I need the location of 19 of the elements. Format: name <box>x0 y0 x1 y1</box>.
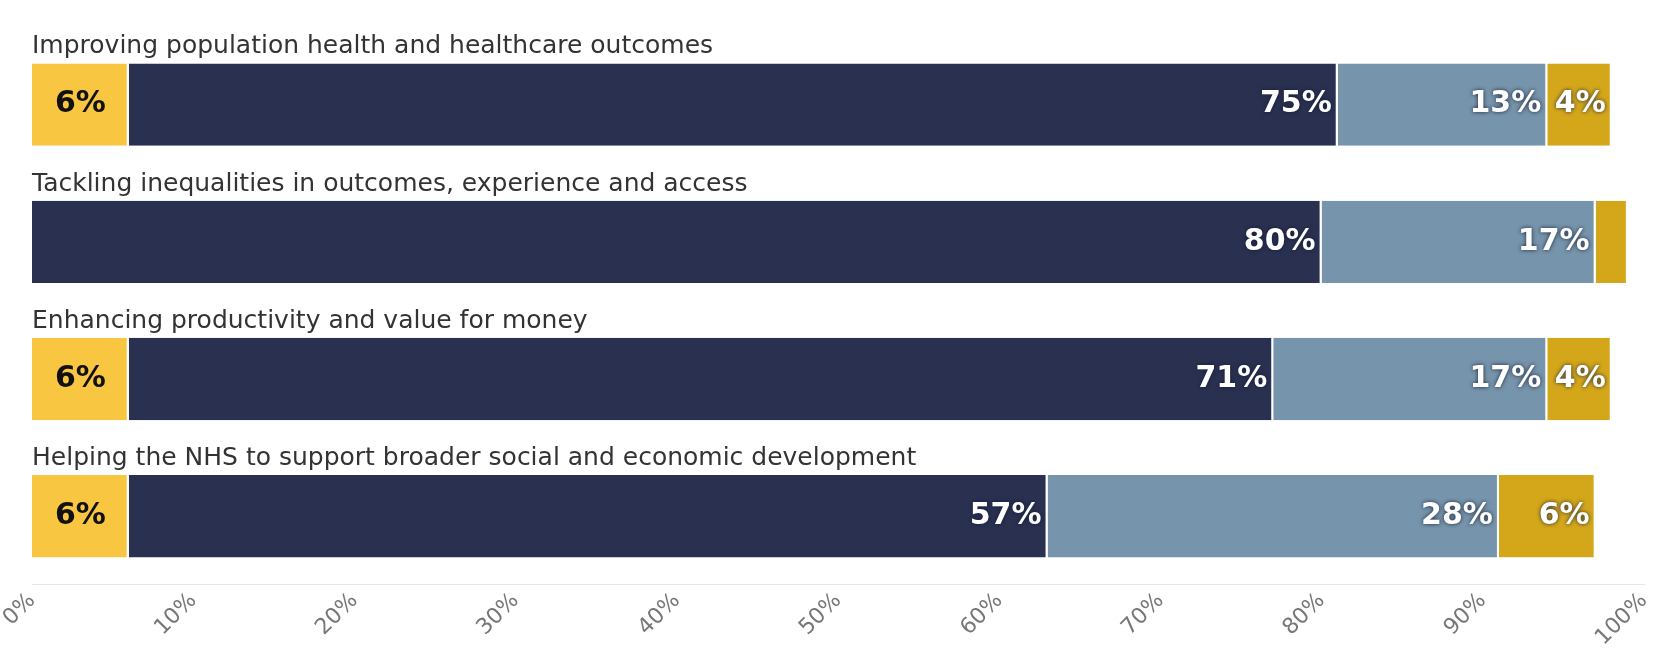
y-tick-label: Tackling inequalities in outcomes, experience and access <box>31 167 748 197</box>
data-label: 28% <box>1421 496 1493 532</box>
data-label: 6% <box>54 84 106 120</box>
data-label: 71% <box>1195 358 1268 394</box>
y-tick-label: Enhancing productivity and value for money <box>32 304 588 334</box>
x-tick-label: 0% <box>0 587 40 630</box>
data-label: 17% <box>1469 358 1542 394</box>
data-label: 6% <box>1538 496 1590 532</box>
y-tick-label: Improving population health and healthcare outcomes <box>32 30 714 60</box>
data-label: 6% <box>54 496 106 532</box>
data-label: 13% <box>1469 84 1542 120</box>
data-label: 57% <box>969 496 1042 532</box>
data-label: 17% <box>1517 221 1590 257</box>
data-label: 80% <box>1243 221 1316 257</box>
data-label: 75% <box>1259 84 1332 120</box>
data-label: 4% <box>1554 84 1606 120</box>
data-label: 6% <box>54 358 106 394</box>
data-label: 4% <box>1554 358 1606 394</box>
y-tick-label: Helping the NHS to support broader social and economic development <box>32 442 917 472</box>
